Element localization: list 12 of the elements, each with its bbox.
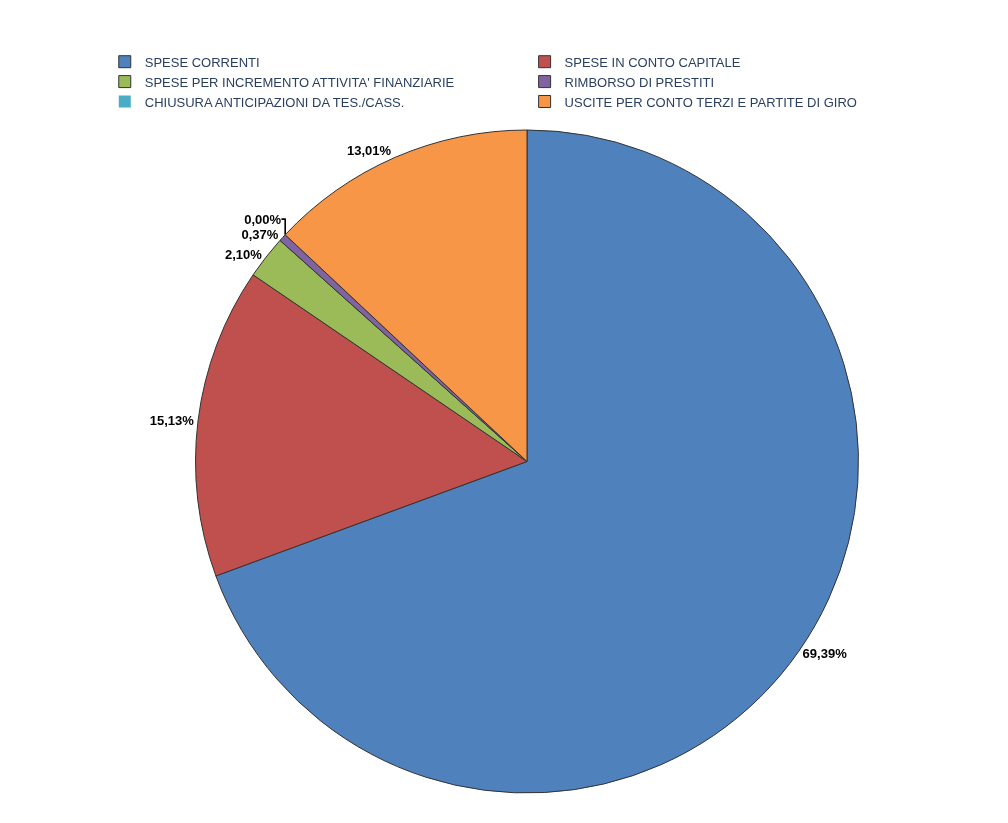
data-label: 15,13% (149, 413, 195, 429)
text: 0,00% (244, 211, 282, 227)
legend-label: CHIUSURA ANTICIPAZIONI DA TES./CASS. (144, 94, 405, 110)
legend-label: SPESE IN CONTO CAPITALE (564, 54, 741, 70)
data-label: 0,37% (241, 226, 279, 242)
legend-label: USCITE PER CONTO TERZI E PARTITE DI GIRO (564, 94, 857, 110)
data-label: 69,39% (802, 646, 848, 662)
data-label: 13,01% (346, 143, 392, 159)
legend-label: SPESE CORRENTI (144, 54, 260, 70)
legend-label: RIMBORSO DI PRESTITI (564, 74, 715, 90)
data-label: 2,10% (224, 246, 263, 262)
legend-label: SPESE PER INCREMENTO ATTIVITA' FINANZIARIE (144, 74, 455, 90)
